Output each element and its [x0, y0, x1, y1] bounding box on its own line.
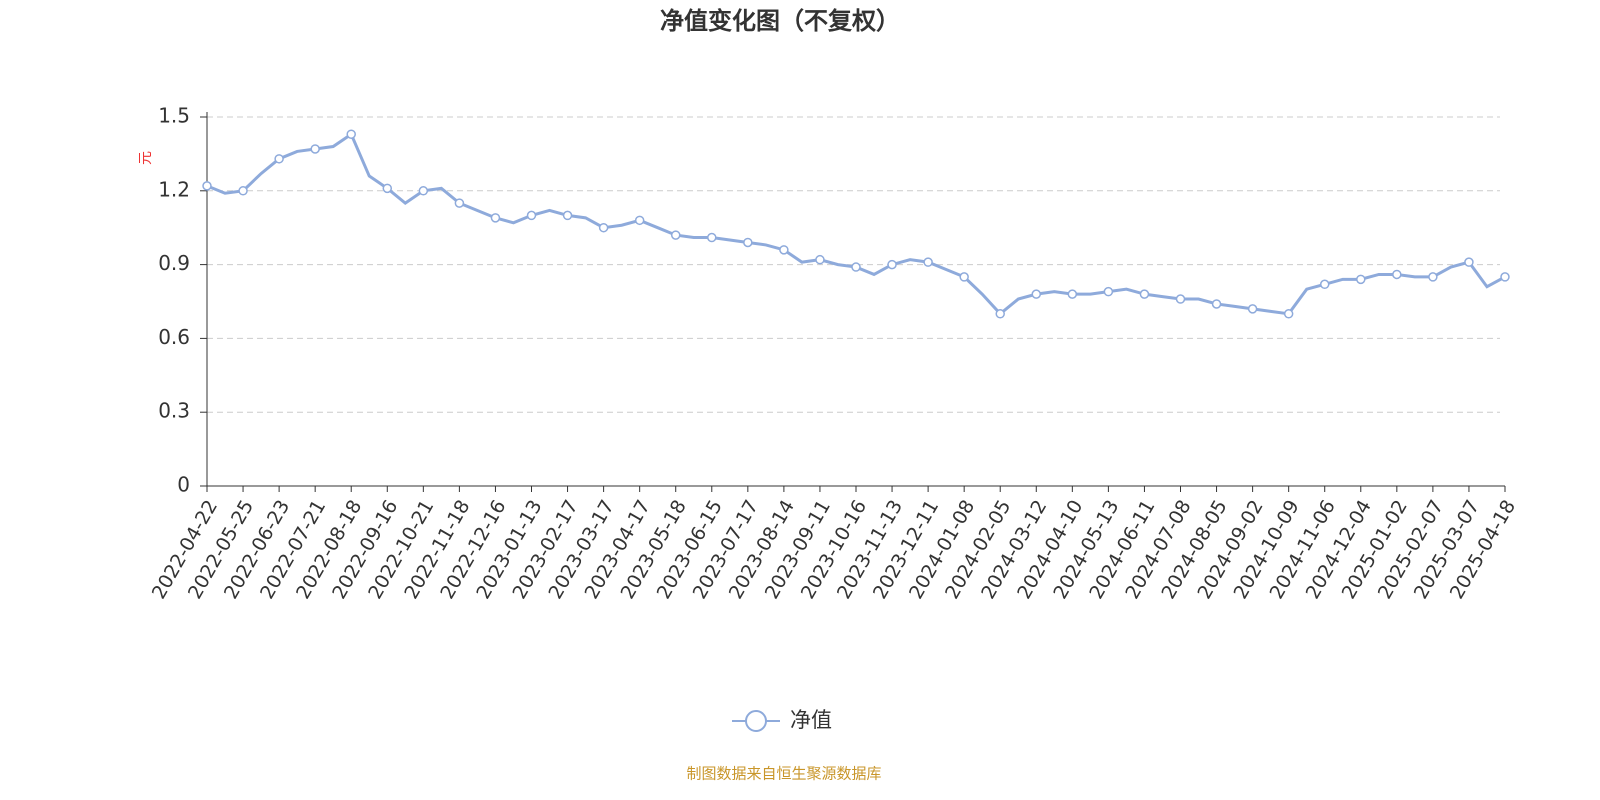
data-point: [346, 129, 356, 139]
data-point: [1031, 289, 1042, 299]
data-point: [562, 210, 573, 221]
data-point: [598, 222, 609, 233]
data-point: [1175, 294, 1186, 304]
y-tick-label: 1.2: [158, 177, 190, 201]
data-point: [1247, 304, 1258, 314]
data-point: [923, 257, 933, 267]
data-point: [779, 245, 789, 255]
y-tick-label: 1.5: [158, 104, 190, 128]
y-tick-label: 0.3: [158, 399, 190, 423]
data-point: [1067, 289, 1078, 299]
data-point: [1428, 272, 1438, 282]
data-point: [959, 272, 969, 282]
data-point: [743, 237, 753, 248]
data-point: [815, 254, 825, 265]
data-point: [1139, 289, 1150, 299]
data-point: [454, 198, 465, 208]
chart-title: 净值变化图（不复权）: [660, 7, 900, 35]
y-tick-label: 0: [177, 473, 190, 497]
source-note: 制图数据来自恒生聚源数据库: [686, 765, 881, 783]
data-point: [310, 144, 320, 154]
data-point: [887, 259, 897, 270]
data-point: [382, 183, 393, 194]
data-point: [707, 232, 717, 243]
data-point: [1103, 286, 1114, 297]
y-axis-label: 元: [138, 151, 154, 165]
y-tick-label: 0.6: [158, 325, 190, 349]
data-point: [418, 186, 429, 196]
data-point: [202, 181, 212, 191]
data-point: [1211, 299, 1222, 309]
data-point: [851, 262, 861, 272]
data-point: [1500, 272, 1510, 282]
data-point: [1392, 269, 1402, 280]
data-point: [526, 210, 537, 221]
y-tick-label: 0.9: [158, 251, 190, 275]
legend-marker: [745, 710, 767, 732]
data-point: [1464, 257, 1474, 267]
data-point: [995, 309, 1005, 319]
data-point: [490, 213, 501, 223]
data-point: [1283, 309, 1294, 319]
data-point: [1356, 274, 1366, 285]
data-point: [670, 230, 681, 240]
data-point: [634, 215, 645, 226]
data-point: [1319, 279, 1330, 290]
legend-label: 净值: [790, 708, 832, 732]
data-line: [206, 131, 1506, 316]
data-point: [238, 186, 248, 196]
data-point: [274, 154, 284, 164]
